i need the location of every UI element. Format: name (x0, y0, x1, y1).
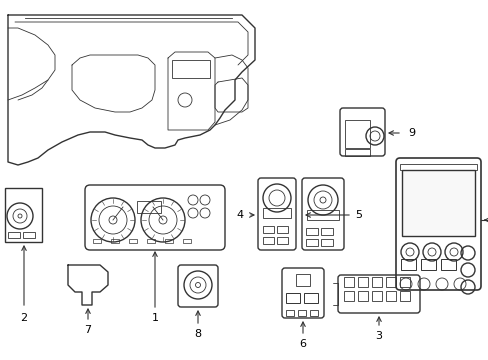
Text: 6: 6 (299, 339, 306, 349)
Text: 9: 9 (407, 128, 414, 138)
Bar (343, 277, 353, 287)
Bar (147, 239, 155, 243)
Bar (183, 239, 191, 243)
Bar (8, 232, 20, 238)
Text: 5: 5 (354, 210, 361, 220)
Bar (400, 259, 415, 270)
Bar (23, 232, 35, 238)
Text: 3: 3 (375, 331, 382, 341)
Text: 4: 4 (236, 210, 244, 220)
Bar (385, 277, 395, 287)
Bar (137, 201, 161, 213)
Bar (345, 149, 369, 156)
Bar (263, 208, 290, 218)
Bar (320, 228, 332, 235)
Bar (306, 210, 338, 220)
Bar (399, 277, 409, 287)
Bar (320, 239, 332, 246)
Bar (420, 259, 435, 270)
Bar (305, 239, 317, 246)
Bar (309, 310, 317, 316)
Bar (285, 293, 299, 303)
Bar (357, 291, 367, 301)
Bar (305, 228, 317, 235)
Bar (399, 164, 476, 170)
Bar (385, 291, 395, 301)
Bar (276, 226, 287, 233)
Bar (5, 188, 42, 242)
Bar (111, 239, 119, 243)
Bar (399, 291, 409, 301)
Text: 8: 8 (194, 329, 201, 339)
Bar (371, 291, 381, 301)
Bar (172, 60, 209, 78)
Bar (263, 237, 273, 244)
Bar (129, 239, 137, 243)
Bar (164, 239, 173, 243)
Bar (295, 274, 309, 286)
Text: 7: 7 (84, 325, 91, 335)
Bar (276, 237, 287, 244)
Bar (93, 239, 101, 243)
Bar (285, 310, 293, 316)
Bar (401, 170, 474, 236)
Text: 2: 2 (20, 313, 27, 323)
Text: 1: 1 (151, 313, 158, 323)
Bar (263, 226, 273, 233)
Bar (304, 293, 317, 303)
Bar (357, 277, 367, 287)
Bar (345, 120, 369, 148)
Bar (343, 291, 353, 301)
Bar (297, 310, 305, 316)
Bar (371, 277, 381, 287)
Bar (440, 259, 455, 270)
